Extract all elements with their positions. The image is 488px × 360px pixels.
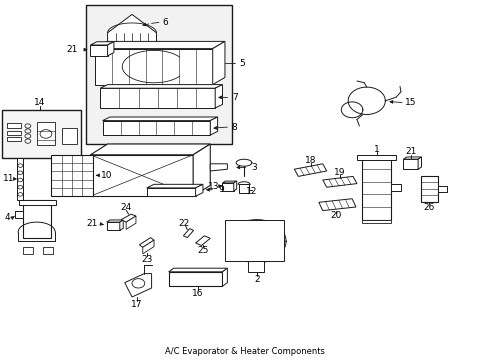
Text: 3: 3: [251, 163, 257, 172]
Polygon shape: [90, 42, 114, 45]
Polygon shape: [390, 184, 400, 191]
Polygon shape: [356, 155, 395, 160]
Polygon shape: [233, 181, 236, 191]
Text: 25: 25: [197, 246, 208, 255]
Polygon shape: [124, 274, 151, 297]
Text: 6: 6: [162, 18, 168, 27]
Polygon shape: [417, 157, 421, 169]
Text: 13: 13: [208, 181, 220, 191]
Polygon shape: [322, 176, 356, 187]
Polygon shape: [139, 238, 154, 247]
Bar: [37, 122, 55, 145]
Polygon shape: [183, 229, 193, 238]
Polygon shape: [56, 167, 90, 184]
Text: 8: 8: [231, 122, 237, 131]
Text: 17: 17: [131, 300, 142, 309]
Text: 2: 2: [253, 274, 259, 284]
Polygon shape: [95, 41, 224, 49]
Bar: [2, 110, 81, 158]
Text: 9: 9: [218, 185, 224, 194]
Polygon shape: [90, 45, 107, 56]
Polygon shape: [90, 144, 210, 155]
Polygon shape: [146, 188, 195, 196]
Text: 19: 19: [333, 167, 345, 176]
Text: 22: 22: [178, 219, 189, 228]
Polygon shape: [238, 184, 249, 193]
Polygon shape: [361, 157, 390, 220]
Polygon shape: [222, 181, 236, 183]
Text: 4: 4: [5, 213, 11, 222]
Polygon shape: [15, 211, 23, 218]
Polygon shape: [43, 247, 53, 254]
Text: 23: 23: [141, 256, 152, 264]
Text: 15: 15: [404, 98, 416, 107]
Text: 7: 7: [231, 93, 237, 102]
Polygon shape: [102, 117, 217, 121]
Text: 14: 14: [34, 98, 46, 107]
Polygon shape: [210, 164, 227, 171]
Polygon shape: [420, 176, 437, 202]
Polygon shape: [126, 216, 136, 229]
Polygon shape: [168, 272, 222, 286]
Text: 21: 21: [86, 219, 98, 228]
Polygon shape: [361, 220, 390, 223]
Polygon shape: [106, 222, 120, 230]
Polygon shape: [106, 220, 123, 222]
Text: 5: 5: [239, 58, 244, 68]
Polygon shape: [210, 117, 217, 135]
Bar: [7, 137, 21, 141]
Polygon shape: [195, 236, 210, 246]
Polygon shape: [19, 200, 56, 205]
Polygon shape: [294, 164, 326, 176]
Polygon shape: [437, 186, 447, 192]
Text: 12: 12: [245, 187, 257, 196]
Polygon shape: [95, 49, 212, 85]
Polygon shape: [224, 220, 283, 261]
Text: 21: 21: [404, 148, 416, 156]
Text: 10: 10: [101, 171, 112, 180]
Polygon shape: [120, 220, 123, 230]
Polygon shape: [247, 261, 264, 272]
Polygon shape: [107, 14, 156, 45]
Polygon shape: [100, 85, 222, 88]
Polygon shape: [222, 183, 233, 191]
Text: A/C Evaporator & Heater Components: A/C Evaporator & Heater Components: [164, 346, 324, 356]
Polygon shape: [121, 214, 136, 222]
Text: 21: 21: [66, 45, 78, 54]
Polygon shape: [23, 247, 33, 254]
Text: 18: 18: [305, 156, 316, 165]
Polygon shape: [142, 240, 154, 254]
Polygon shape: [212, 41, 224, 85]
Polygon shape: [90, 155, 193, 196]
Text: 1: 1: [373, 145, 379, 154]
Polygon shape: [193, 144, 210, 196]
Bar: [62, 128, 77, 144]
Polygon shape: [107, 42, 114, 56]
Bar: [7, 123, 21, 128]
Polygon shape: [222, 268, 227, 286]
Polygon shape: [146, 184, 203, 188]
Polygon shape: [100, 88, 215, 108]
Text: 20: 20: [330, 211, 342, 220]
Bar: [51, 155, 93, 196]
Polygon shape: [23, 200, 51, 238]
Bar: [85, 5, 232, 144]
Polygon shape: [102, 121, 210, 135]
Bar: [17, 158, 23, 200]
Polygon shape: [195, 184, 203, 196]
Polygon shape: [215, 85, 222, 108]
Polygon shape: [403, 159, 417, 169]
Text: 24: 24: [120, 202, 132, 211]
Text: 11: 11: [2, 174, 14, 183]
Text: 16: 16: [192, 289, 203, 298]
Polygon shape: [318, 199, 355, 211]
Text: 26: 26: [423, 202, 434, 211]
Polygon shape: [168, 268, 227, 272]
Bar: [7, 131, 21, 135]
Polygon shape: [403, 157, 421, 159]
